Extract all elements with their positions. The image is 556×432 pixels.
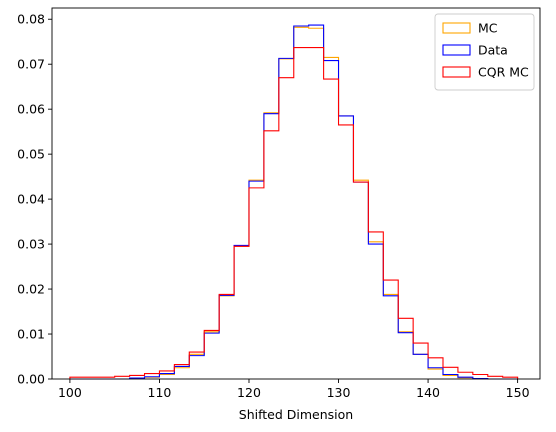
- series-cqr-mc-step-line: [69, 47, 519, 379]
- axes-layer: 100 110 120 130 140 150 0.00 0.01 0.02 0.03 0.04 0.…: [17, 7, 541, 400]
- y-tick-label: 0.02: [17, 282, 45, 297]
- series-mc-step-line: [69, 26, 518, 380]
- x-tick-label: 130: [327, 385, 351, 400]
- legend-label-data: Data: [478, 43, 508, 58]
- y-tick-label: 0.07: [17, 57, 45, 72]
- x-tick-label: 150: [506, 385, 530, 400]
- legend-label-mc: MC: [478, 21, 498, 36]
- series-layer: [69, 24, 519, 380]
- axes-frame: [51, 7, 541, 380]
- y-tick-label: 0.06: [17, 102, 45, 117]
- y-tick-label: 0.01: [17, 327, 45, 342]
- legend-swatch-data: [442, 44, 471, 56]
- x-tick-label: 120: [237, 385, 261, 400]
- x-tick-label: 140: [416, 385, 440, 400]
- y-tick-label: 0.08: [17, 12, 45, 27]
- x-tick-label: 110: [148, 385, 172, 400]
- x-tick-label: 100: [58, 385, 82, 400]
- legend: MC Data CQR MC: [434, 13, 535, 91]
- legend-label-cqr-mc: CQR MC: [478, 65, 529, 80]
- y-tick-label: 0.03: [17, 237, 45, 252]
- legend-swatch-mc: [442, 22, 471, 34]
- series-data-step-line: [69, 24, 518, 380]
- y-tick-label: 0.05: [17, 147, 45, 162]
- y-tick-label: 0.04: [17, 192, 45, 207]
- y-tick-label: 0.00: [17, 372, 45, 387]
- x-axis-label: Shifted Dimension: [239, 407, 353, 422]
- legend-swatch-cqr-mc: [442, 66, 471, 78]
